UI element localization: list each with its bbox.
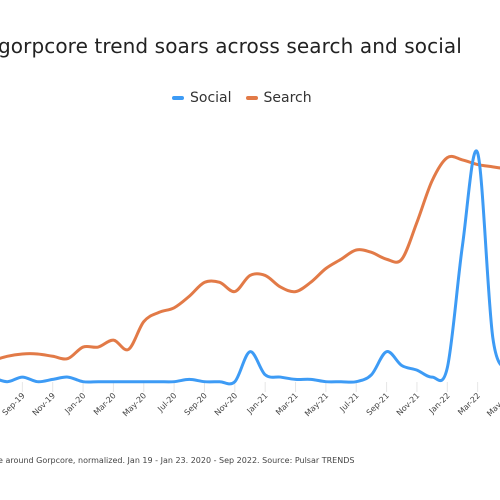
legend-label-social: Social — [190, 90, 232, 106]
x-tick-label: Jul-21 — [338, 391, 361, 414]
legend-item-social: Social — [172, 90, 232, 106]
x-tick-label: Jul-20 — [155, 391, 178, 414]
x-tick-label: Jan-21 — [245, 391, 270, 416]
chart-footnote: e around Gorpcore, normalized. Jan 19 - … — [0, 456, 355, 465]
x-tick-label: Sep-21 — [365, 391, 391, 417]
series-line-search — [0, 154, 500, 361]
x-tick-label: Nov-20 — [213, 391, 239, 417]
x-tick-label: Mar-20 — [92, 391, 118, 417]
x-tick-label: May-22 — [485, 391, 500, 418]
x-tick-label: Nov-19 — [31, 391, 57, 417]
x-tick-label: Jan-22 — [427, 391, 452, 416]
x-tick-label: May-20 — [121, 391, 148, 418]
x-tick-label: Sep-19 — [0, 391, 26, 417]
legend-swatch-social — [172, 96, 184, 100]
legend-item-search: Search — [245, 90, 312, 106]
legend: Social Search — [172, 90, 326, 106]
x-tick-label: Nov-21 — [395, 391, 421, 417]
legend-label-search: Search — [263, 90, 312, 106]
x-tick-label: May-21 — [303, 391, 330, 418]
x-tick-label: Mar-22 — [456, 391, 482, 417]
x-tick-label: Mar-21 — [274, 391, 300, 417]
x-tick-label: Sep-20 — [183, 391, 209, 417]
x-tick-label: Jan-20 — [62, 391, 87, 416]
series-line-social — [0, 149, 500, 386]
legend-swatch-search — [245, 96, 258, 100]
chart-title: gorpcore trend soars across search and s… — [0, 34, 462, 58]
